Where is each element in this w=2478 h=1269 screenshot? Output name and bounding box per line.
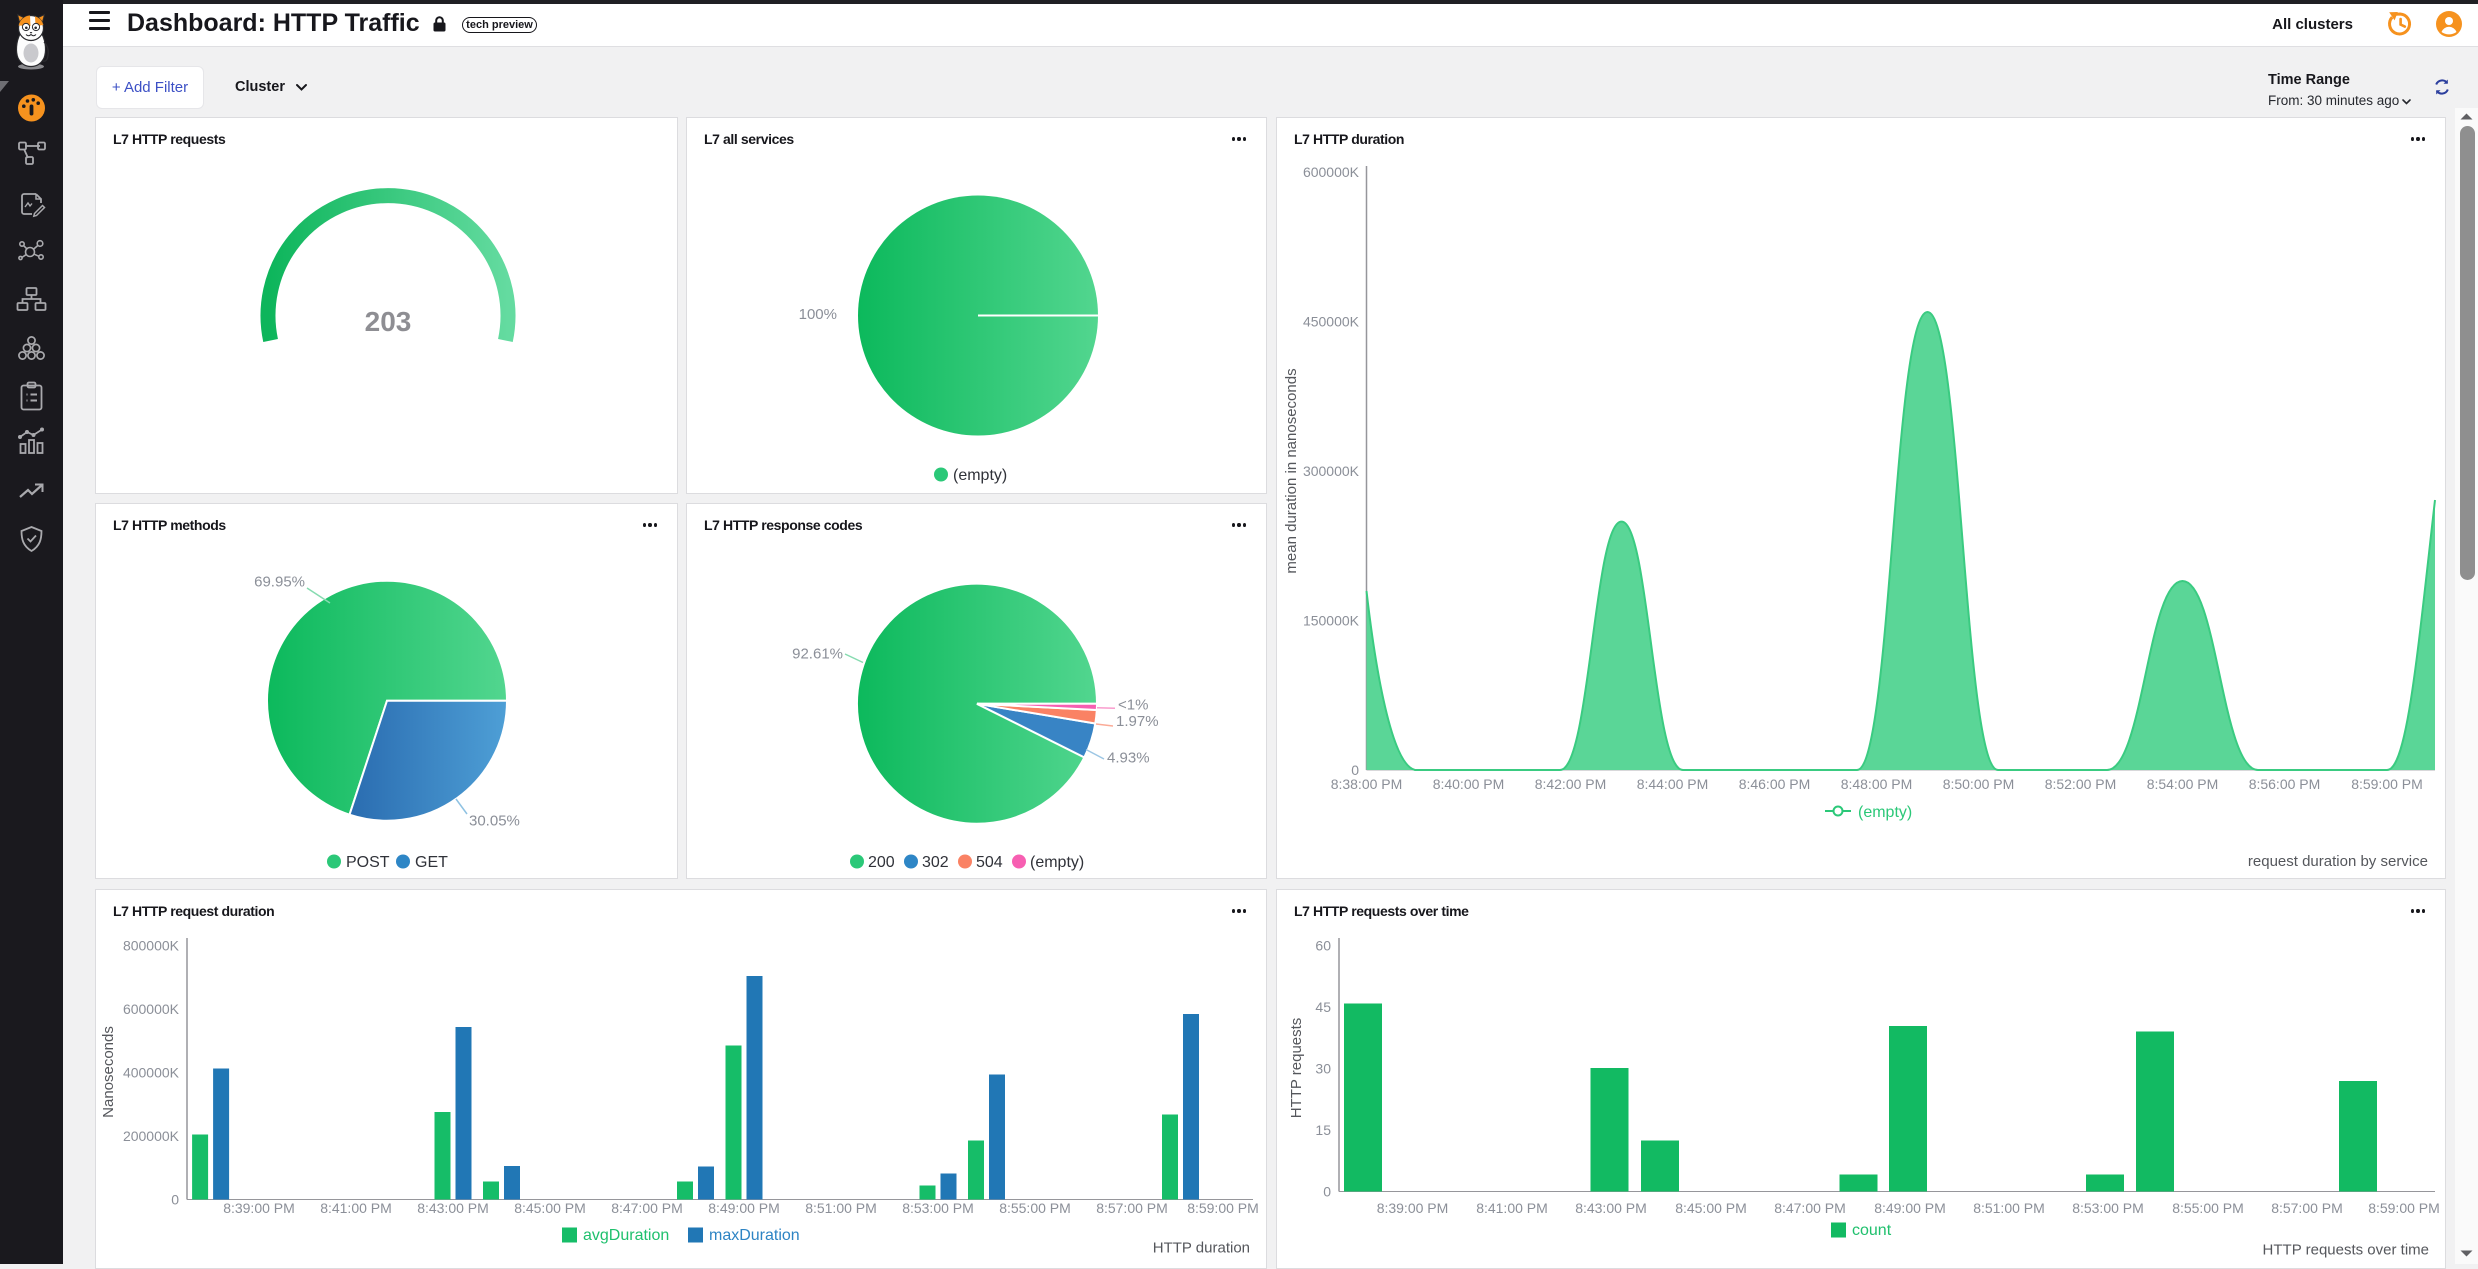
svg-text:8:56:00 PM: 8:56:00 PM	[2249, 776, 2321, 792]
svg-text:<1%: <1%	[1118, 696, 1148, 713]
svg-text:8:38:00 PM: 8:38:00 PM	[1331, 776, 1403, 792]
svg-text:8:57:00 PM: 8:57:00 PM	[2271, 1200, 2343, 1216]
svg-text:15: 15	[1315, 1122, 1331, 1138]
svg-text:GET: GET	[415, 854, 448, 871]
svg-text:8:41:00 PM: 8:41:00 PM	[1476, 1200, 1548, 1216]
svg-text:8:53:00 PM: 8:53:00 PM	[2072, 1200, 2144, 1216]
svg-text:300000K: 300000K	[1303, 463, 1360, 479]
svg-text:8:40:00 PM: 8:40:00 PM	[1433, 776, 1505, 792]
svg-text:8:43:00 PM: 8:43:00 PM	[1575, 1200, 1647, 1216]
svg-text:8:54:00 PM: 8:54:00 PM	[2147, 776, 2219, 792]
svg-text:30.05%: 30.05%	[469, 812, 520, 829]
svg-text:600000K: 600000K	[123, 1001, 180, 1017]
svg-text:8:45:00 PM: 8:45:00 PM	[514, 1200, 586, 1216]
svg-text:Nanoseconds: Nanoseconds	[100, 1026, 117, 1118]
svg-text:400000K: 400000K	[123, 1064, 180, 1080]
svg-text:8:55:00 PM: 8:55:00 PM	[2172, 1200, 2244, 1216]
svg-text:HTTP requests over time: HTTP requests over time	[2263, 1241, 2429, 1258]
svg-text:8:50:00 PM: 8:50:00 PM	[1943, 776, 2015, 792]
svg-text:POST: POST	[346, 854, 390, 871]
svg-text:8:55:00 PM: 8:55:00 PM	[999, 1200, 1071, 1216]
svg-text:8:49:00 PM: 8:49:00 PM	[1874, 1200, 1946, 1216]
svg-text:8:48:00 PM: 8:48:00 PM	[1841, 776, 1913, 792]
svg-text:504: 504	[976, 854, 1003, 871]
svg-text:4.93%: 4.93%	[1107, 749, 1150, 766]
svg-text:92.61%: 92.61%	[792, 645, 843, 662]
svg-text:203: 203	[365, 306, 412, 337]
svg-text:8:41:00 PM: 8:41:00 PM	[320, 1200, 392, 1216]
svg-text:800000K: 800000K	[123, 937, 180, 953]
svg-text:8:45:00 PM: 8:45:00 PM	[1675, 1200, 1747, 1216]
svg-text:600000K: 600000K	[1303, 164, 1360, 180]
svg-text:100%: 100%	[799, 306, 837, 323]
svg-text:200: 200	[868, 854, 895, 871]
svg-text:HTTP duration: HTTP duration	[1153, 1239, 1250, 1256]
svg-text:8:42:00 PM: 8:42:00 PM	[1535, 776, 1607, 792]
svg-text:8:51:00 PM: 8:51:00 PM	[1973, 1200, 2045, 1216]
svg-text:8:47:00 PM: 8:47:00 PM	[1774, 1200, 1846, 1216]
svg-text:200000K: 200000K	[123, 1128, 180, 1144]
svg-text:150000K: 150000K	[1303, 613, 1360, 629]
svg-text:8:53:00 PM: 8:53:00 PM	[902, 1200, 974, 1216]
svg-text:(empty): (empty)	[953, 467, 1007, 484]
svg-text:8:59:00 PM: 8:59:00 PM	[1187, 1200, 1259, 1216]
svg-text:1.97%: 1.97%	[1116, 713, 1159, 730]
svg-text:450000K: 450000K	[1303, 314, 1360, 330]
svg-text:60: 60	[1315, 937, 1331, 953]
svg-text:8:43:00 PM: 8:43:00 PM	[417, 1200, 489, 1216]
svg-text:30: 30	[1315, 1060, 1331, 1076]
svg-text:8:46:00 PM: 8:46:00 PM	[1739, 776, 1811, 792]
svg-text:8:59:00 PM: 8:59:00 PM	[2351, 776, 2423, 792]
svg-text:mean duration in nanoseconds: mean duration in nanoseconds	[1283, 368, 1300, 573]
svg-text:8:47:00 PM: 8:47:00 PM	[611, 1200, 683, 1216]
svg-text:0: 0	[1351, 762, 1359, 778]
svg-text:count: count	[1852, 1222, 1892, 1239]
svg-text:(empty): (empty)	[1030, 854, 1084, 871]
svg-text:45: 45	[1315, 999, 1331, 1015]
svg-text:8:39:00 PM: 8:39:00 PM	[1377, 1200, 1449, 1216]
svg-text:8:39:00 PM: 8:39:00 PM	[223, 1200, 295, 1216]
svg-text:8:49:00 PM: 8:49:00 PM	[708, 1200, 780, 1216]
svg-text:0: 0	[1323, 1183, 1331, 1199]
svg-text:(empty): (empty)	[1858, 804, 1912, 821]
svg-text:HTTP requests: HTTP requests	[1288, 1017, 1305, 1118]
svg-text:8:52:00 PM: 8:52:00 PM	[2045, 776, 2117, 792]
svg-text:8:51:00 PM: 8:51:00 PM	[805, 1200, 877, 1216]
svg-text:69.95%: 69.95%	[254, 573, 305, 590]
svg-text:maxDuration: maxDuration	[709, 1227, 800, 1244]
svg-text:request duration by service: request duration by service	[2248, 853, 2428, 870]
svg-text:8:57:00 PM: 8:57:00 PM	[1096, 1200, 1168, 1216]
svg-text:8:59:00 PM: 8:59:00 PM	[2368, 1200, 2440, 1216]
svg-text:8:44:00 PM: 8:44:00 PM	[1637, 776, 1709, 792]
svg-text:0: 0	[171, 1191, 179, 1207]
svg-text:302: 302	[922, 854, 949, 871]
svg-text:avgDuration: avgDuration	[583, 1227, 669, 1244]
